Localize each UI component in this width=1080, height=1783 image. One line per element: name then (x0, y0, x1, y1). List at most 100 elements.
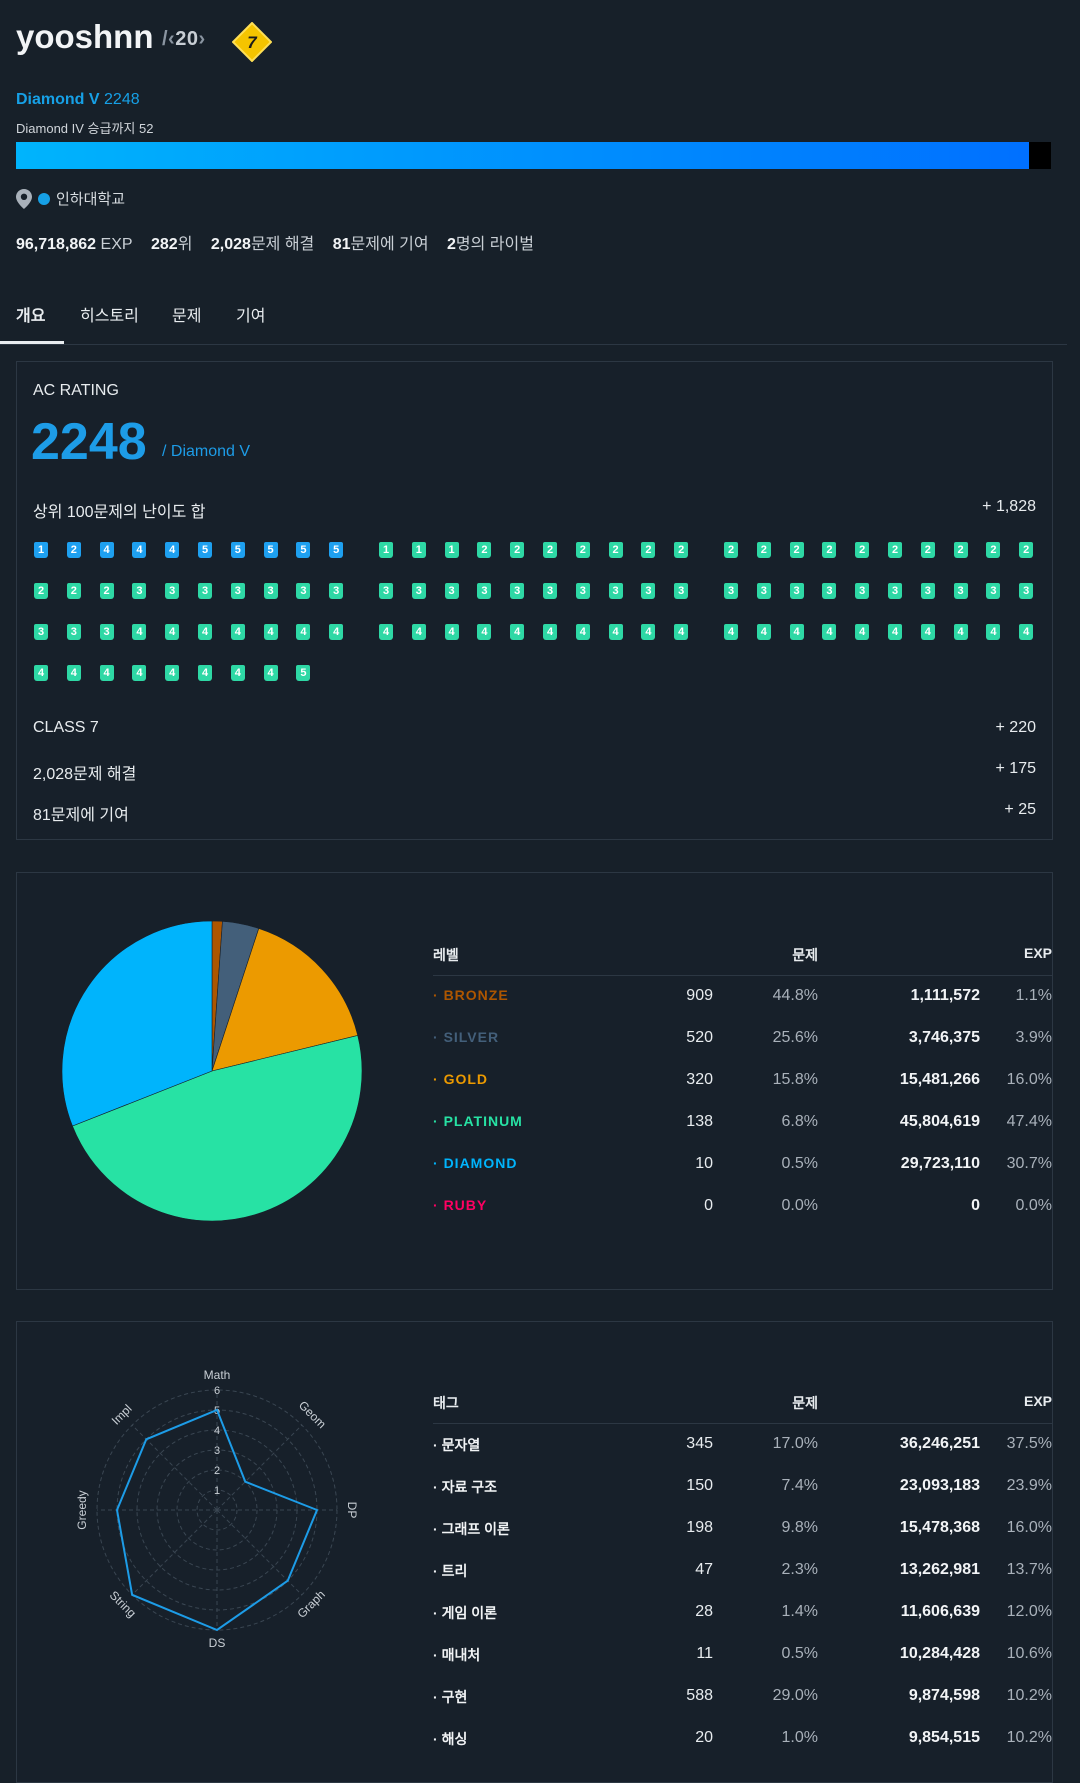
tab-history[interactable]: 히스토리 (80, 308, 139, 325)
problem-tier-chip[interactable]: 5 (263, 542, 278, 558)
problem-tier-chip[interactable]: 4 (444, 624, 459, 640)
problem-tier-chip[interactable]: 2 (920, 542, 935, 558)
problem-tier-chip[interactable]: 2 (641, 542, 656, 558)
problem-tier-chip[interactable]: 2 (575, 542, 590, 558)
problem-tier-chip[interactable]: 4 (34, 665, 48, 681)
problem-tier-chip[interactable]: 3 (296, 583, 311, 599)
problem-tier-chip[interactable]: 4 (165, 624, 180, 640)
tag-row[interactable]: · 자료 구조 150 7.4% 23,093,183 23.9% (433, 1477, 1052, 1507)
problem-tier-chip[interactable]: 4 (674, 624, 689, 640)
problem-tier-chip[interactable]: 4 (165, 542, 180, 558)
tag-row[interactable]: · 구현 588 29.0% 9,874,598 10.2% (433, 1687, 1052, 1717)
problem-tier-chip[interactable]: 3 (575, 583, 590, 599)
problem-tier-chip[interactable]: 4 (724, 624, 738, 640)
problem-tier-chip[interactable]: 4 (230, 665, 245, 681)
problem-tier-chip[interactable]: 5 (296, 542, 311, 558)
problem-tier-chip[interactable]: 2 (756, 542, 771, 558)
problem-tier-chip[interactable]: 2 (986, 542, 1001, 558)
problem-tier-chip[interactable]: 4 (66, 665, 81, 681)
problem-tier-chip[interactable]: 3 (674, 583, 689, 599)
tag-row[interactable]: · 해싱 20 1.0% 9,854,515 10.2% (433, 1729, 1052, 1759)
problem-tier-chip[interactable]: 3 (822, 583, 837, 599)
problem-tier-chip[interactable]: 3 (99, 624, 114, 640)
solved-link[interactable]: 2,028문제 해결 (211, 236, 314, 253)
problem-tier-chip[interactable]: 3 (411, 583, 426, 599)
tag-row[interactable]: · 문자열 345 17.0% 36,246,251 37.5% (433, 1435, 1052, 1465)
problem-tier-chip[interactable]: 1 (379, 542, 393, 558)
problem-tier-chip[interactable]: 2 (477, 542, 492, 558)
problem-tier-chip[interactable]: 5 (296, 665, 311, 681)
problem-tier-chip[interactable]: 4 (99, 665, 114, 681)
problem-tier-chip[interactable]: 3 (132, 583, 147, 599)
problem-tier-chip[interactable]: 4 (263, 665, 278, 681)
problem-tier-chip[interactable]: 3 (953, 583, 968, 599)
problem-tier-chip[interactable]: 4 (329, 624, 344, 640)
problem-tier-chip[interactable]: 4 (165, 665, 180, 681)
problem-tier-chip[interactable]: 2 (789, 542, 804, 558)
problem-tier-chip[interactable]: 3 (379, 583, 393, 599)
problem-tier-chip[interactable]: 4 (132, 624, 147, 640)
problem-tier-chip[interactable]: 3 (66, 624, 81, 640)
problem-tier-chip[interactable]: 2 (953, 542, 968, 558)
problem-tier-chip[interactable]: 3 (608, 583, 623, 599)
problem-tier-chip[interactable]: 1 (411, 542, 426, 558)
problem-tier-chip[interactable]: 4 (986, 624, 1001, 640)
problem-tier-chip[interactable]: 4 (132, 542, 147, 558)
problem-tier-chip[interactable]: 2 (1019, 542, 1034, 558)
problem-tier-chip[interactable]: 3 (724, 583, 738, 599)
problem-tier-chip[interactable]: 4 (575, 624, 590, 640)
organization[interactable]: 인하대학교 (16, 188, 125, 209)
problem-tier-chip[interactable]: 3 (1019, 583, 1034, 599)
problem-tier-chip[interactable]: 4 (756, 624, 771, 640)
problem-tier-chip[interactable]: 4 (953, 624, 968, 640)
problem-tier-chip[interactable]: 3 (165, 583, 180, 599)
problem-tier-chip[interactable]: 2 (66, 542, 81, 558)
problem-tier-chip[interactable]: 1 (34, 542, 48, 558)
contributed-link[interactable]: 81문제에 기여 (333, 236, 429, 253)
problem-tier-chip[interactable]: 4 (198, 624, 212, 640)
problem-tier-chip[interactable]: 5 (198, 542, 212, 558)
problem-tier-chip[interactable]: 3 (641, 583, 656, 599)
tag-row[interactable]: · 게임 이론 28 1.4% 11,606,639 12.0% (433, 1603, 1052, 1633)
problem-tier-chip[interactable]: 2 (608, 542, 623, 558)
tab-contributions[interactable]: 기여 (236, 308, 266, 325)
problem-tier-chip[interactable]: 5 (329, 542, 344, 558)
problem-tier-chip[interactable]: 3 (230, 583, 245, 599)
problem-tier-chip[interactable]: 2 (855, 542, 870, 558)
problem-tier-chip[interactable]: 4 (789, 624, 804, 640)
problem-tier-chip[interactable]: 2 (99, 583, 114, 599)
problem-tier-chip[interactable]: 4 (608, 624, 623, 640)
problem-tier-chip[interactable]: 1 (444, 542, 459, 558)
tag-row[interactable]: · 그래프 이론 198 9.8% 15,478,368 16.0% (433, 1519, 1052, 1549)
problem-tier-chip[interactable]: 2 (66, 583, 81, 599)
problem-tier-chip[interactable]: 2 (888, 542, 902, 558)
problem-tier-chip[interactable]: 3 (477, 583, 492, 599)
problem-tier-chip[interactable]: 3 (198, 583, 212, 599)
problem-tier-chip[interactable]: 4 (132, 665, 147, 681)
tab-overview[interactable]: 개요 (16, 308, 46, 325)
problem-tier-chip[interactable]: 3 (329, 583, 344, 599)
problem-tier-chip[interactable]: 3 (444, 583, 459, 599)
problem-tier-chip[interactable]: 3 (986, 583, 1001, 599)
problem-tier-chip[interactable]: 4 (230, 624, 245, 640)
pie-slice-gold[interactable] (211, 928, 359, 1072)
problem-tier-chip[interactable]: 4 (510, 624, 525, 640)
problem-tier-chip[interactable]: 4 (855, 624, 870, 640)
problem-tier-chip[interactable]: 4 (99, 542, 114, 558)
problem-tier-chip[interactable]: 3 (543, 583, 557, 599)
problem-tier-chip[interactable]: 4 (920, 624, 935, 640)
problem-tier-chip[interactable]: 4 (198, 665, 212, 681)
problem-tier-chip[interactable]: 4 (263, 624, 278, 640)
problem-tier-chip[interactable]: 2 (510, 542, 525, 558)
problem-tier-chip[interactable]: 3 (34, 624, 48, 640)
pie-slice-platinum[interactable] (72, 1035, 362, 1221)
problem-tier-chip[interactable]: 2 (34, 583, 48, 599)
problem-tier-chip[interactable]: 2 (724, 542, 738, 558)
problem-tier-chip[interactable]: 3 (855, 583, 870, 599)
pie-slice-diamond[interactable] (62, 921, 213, 1127)
problem-tier-chip[interactable]: 4 (477, 624, 492, 640)
problem-tier-chip[interactable]: 4 (379, 624, 393, 640)
problem-tier-chip[interactable]: 5 (230, 542, 245, 558)
problem-tier-chip[interactable]: 2 (674, 542, 689, 558)
problem-tier-chip[interactable]: 3 (920, 583, 935, 599)
